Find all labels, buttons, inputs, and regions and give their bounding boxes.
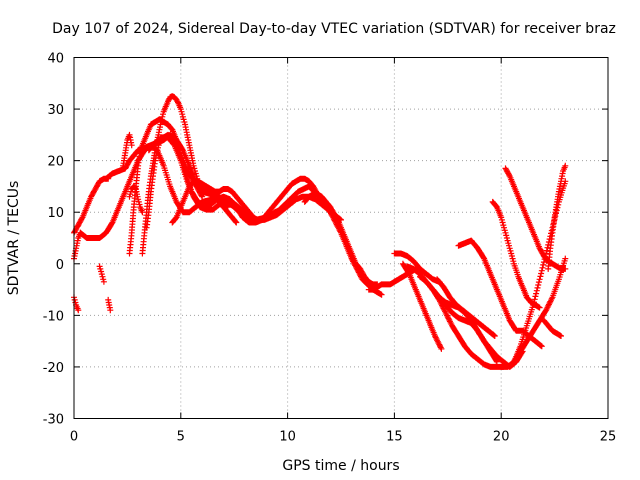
series-arc-8: [120, 131, 135, 169]
data-point-markers: [545, 162, 569, 272]
y-tick-label: -10: [43, 309, 64, 324]
series-arc-23: [455, 237, 545, 350]
series-arc-18: [399, 260, 445, 352]
plot-frame: [73, 57, 609, 419]
data-point-markers: [120, 131, 135, 169]
y-tick-label: -20: [43, 361, 64, 376]
x-axis-label: GPS time / hours: [282, 458, 399, 474]
y-tick-label: 20: [47, 155, 64, 170]
data-points: [71, 93, 569, 370]
y-tick-label: 40: [47, 52, 64, 67]
data-point-markers: [96, 263, 107, 285]
x-tick-label: 0: [70, 430, 78, 445]
series-arc-4: [71, 294, 82, 314]
data-point-markers: [71, 175, 112, 236]
series-arc-22: [434, 276, 498, 339]
data-point-markers: [169, 175, 334, 226]
series-arc-14: [169, 175, 334, 226]
data-point-markers: [434, 276, 498, 339]
data-point-markers: [126, 183, 146, 216]
data-point-markers: [301, 191, 381, 288]
data-point-markers: [511, 255, 569, 365]
data-point-markers: [105, 296, 114, 314]
y-tick-label: -30: [43, 413, 64, 428]
x-tick-label: 10: [279, 430, 296, 445]
x-tick-label: 5: [177, 430, 185, 445]
grid: [74, 57, 608, 419]
axis-ticks: 0 5 10 15 20 25 -30 -20 -10 0 10 20 30 40: [43, 52, 617, 445]
y-axis-label: SDTVAR / TECUs: [6, 181, 22, 296]
series-arc-1: [71, 175, 112, 236]
data-point-markers: [455, 237, 545, 350]
series-arc-27: [511, 255, 569, 365]
y-tick-label: 30: [47, 103, 64, 118]
data-point-markers: [540, 317, 564, 339]
series-arc-29: [540, 317, 564, 339]
series-arc-10: [126, 183, 146, 216]
y-tick-label: 0: [56, 258, 64, 273]
series-arc-6: [105, 296, 114, 314]
y-tick-label: 10: [47, 206, 64, 221]
data-point-markers: [399, 260, 445, 352]
x-tick-label: 15: [386, 430, 403, 445]
series-arc-28: [545, 162, 569, 272]
series-arc-5: [96, 263, 107, 285]
chart-title: Day 107 of 2024, Sidereal Day-to-day VTE…: [52, 21, 616, 37]
x-tick-label: 20: [493, 430, 510, 445]
series-arc-15: [301, 191, 381, 288]
x-tick-label: 25: [600, 430, 617, 445]
data-point-markers: [429, 286, 507, 370]
series-arc-21: [429, 286, 507, 370]
data-point-markers: [71, 294, 82, 314]
